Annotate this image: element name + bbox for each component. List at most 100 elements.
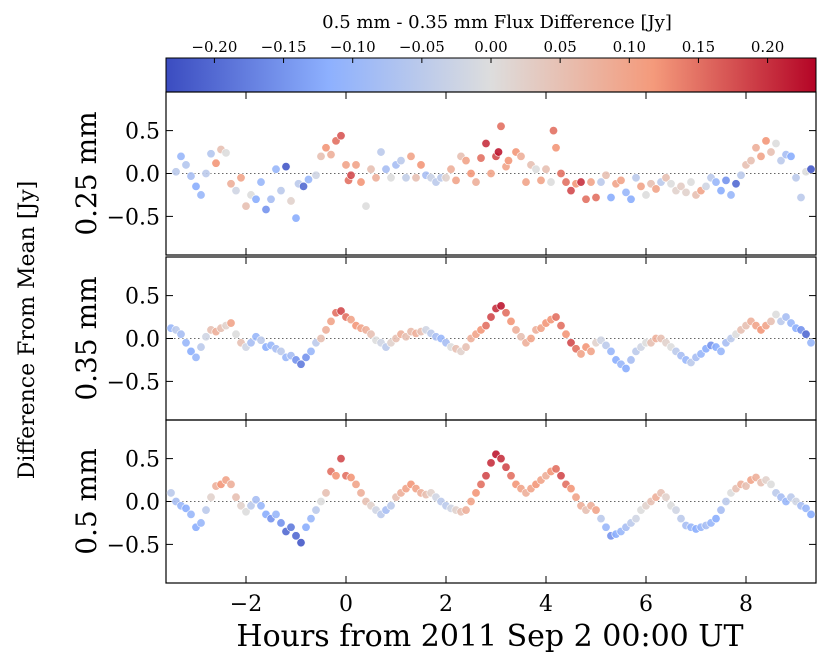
colorbar-tick-label: −0.15 bbox=[261, 38, 307, 56]
data-point bbox=[231, 186, 241, 196]
data-point bbox=[316, 496, 326, 506]
data-point bbox=[371, 173, 381, 183]
data-point bbox=[296, 359, 306, 369]
data-point bbox=[476, 153, 486, 163]
data-point bbox=[636, 181, 646, 191]
data-point bbox=[776, 156, 786, 166]
data-point bbox=[661, 492, 671, 502]
colorbar-ticks: −0.20 −0.15 −0.10 −0.05 0.00 0.05 0.10 0.15 0.20 bbox=[191, 38, 784, 63]
data-point bbox=[736, 170, 746, 180]
data-point bbox=[321, 143, 331, 153]
data-point bbox=[211, 158, 221, 168]
colorbar-label: 0.5 mm - 0.35 mm Flux Difference [Jy] bbox=[322, 12, 672, 33]
data-point bbox=[751, 143, 761, 153]
data-point bbox=[546, 177, 556, 187]
data-point bbox=[506, 316, 516, 326]
panel-3: −0.5 0.0 0.5 0.5 mm bbox=[70, 419, 817, 584]
data-point bbox=[306, 346, 316, 356]
data-point bbox=[366, 164, 376, 174]
x-tick-labels: −2 0 2 4 6 8 bbox=[230, 592, 753, 617]
data-point bbox=[331, 471, 341, 481]
data-point bbox=[556, 169, 566, 179]
data-point bbox=[791, 173, 801, 183]
data-point bbox=[306, 514, 316, 524]
data-point bbox=[566, 338, 576, 348]
data-point bbox=[566, 186, 576, 196]
data-point bbox=[486, 458, 496, 468]
data-point bbox=[321, 325, 331, 335]
data-point bbox=[666, 179, 676, 189]
colorbar-tick-label: −0.20 bbox=[191, 38, 237, 56]
data-point bbox=[661, 173, 671, 183]
data-point bbox=[341, 160, 351, 170]
data-point bbox=[481, 471, 491, 481]
data-point bbox=[536, 175, 546, 185]
data-point bbox=[641, 190, 651, 200]
panel-1: −0.5 0.0 0.5 0.25 mm bbox=[70, 91, 817, 256]
data-point bbox=[336, 306, 346, 316]
x-tick-label: 4 bbox=[539, 592, 553, 617]
data-point bbox=[291, 531, 301, 541]
data-point bbox=[726, 190, 736, 200]
data-point bbox=[301, 352, 311, 362]
data-point bbox=[336, 131, 346, 141]
data-point bbox=[601, 170, 611, 180]
data-point bbox=[246, 338, 256, 348]
data-point bbox=[166, 488, 176, 498]
panel-2: −0.5 0.0 0.5 0.35 mm bbox=[70, 256, 817, 421]
data-point bbox=[471, 177, 481, 187]
data-point bbox=[601, 340, 611, 350]
data-point bbox=[176, 151, 186, 161]
data-point bbox=[366, 329, 376, 339]
data-point bbox=[346, 315, 356, 325]
data-point bbox=[576, 177, 586, 187]
data-point bbox=[466, 169, 476, 179]
data-point bbox=[446, 164, 456, 174]
data-point bbox=[326, 316, 336, 326]
data-point bbox=[801, 329, 811, 339]
data-point bbox=[251, 495, 261, 505]
data-point bbox=[406, 151, 416, 161]
colorbar bbox=[165, 57, 817, 93]
data-point bbox=[316, 151, 326, 161]
data-point bbox=[416, 160, 426, 170]
data-point bbox=[441, 173, 451, 183]
data-point bbox=[806, 164, 816, 174]
x-tick-label: 0 bbox=[339, 592, 353, 617]
data-point bbox=[226, 479, 236, 489]
data-point bbox=[236, 501, 246, 511]
data-point bbox=[461, 342, 471, 352]
data-point bbox=[601, 522, 611, 532]
data-point bbox=[526, 333, 536, 343]
data-point bbox=[176, 329, 186, 339]
data-point bbox=[496, 121, 506, 131]
x-tick-label: −2 bbox=[230, 592, 262, 617]
data-point bbox=[261, 205, 271, 215]
data-point bbox=[346, 472, 356, 482]
data-point bbox=[466, 496, 476, 506]
y-tick-label: 0.0 bbox=[125, 163, 160, 188]
data-point bbox=[516, 332, 526, 342]
data-point bbox=[766, 316, 776, 326]
data-point bbox=[298, 181, 308, 191]
data-point bbox=[196, 190, 206, 200]
data-point bbox=[336, 454, 346, 464]
data-point bbox=[476, 479, 486, 489]
data-point bbox=[481, 138, 491, 148]
data-point bbox=[386, 173, 396, 183]
data-point bbox=[311, 505, 321, 515]
panels: −0.50.00.50.25 mm−0.50.00.50.35 mm−0.50.… bbox=[70, 91, 817, 584]
data-point bbox=[711, 177, 721, 187]
data-point bbox=[181, 338, 191, 348]
data-point bbox=[381, 164, 391, 174]
data-point bbox=[591, 193, 601, 203]
data-point bbox=[281, 162, 291, 172]
data-point bbox=[556, 321, 566, 331]
data-point bbox=[461, 505, 471, 515]
data-point bbox=[171, 167, 181, 177]
data-point bbox=[303, 175, 313, 185]
data-point bbox=[186, 509, 196, 519]
data-point bbox=[686, 177, 696, 187]
data-point bbox=[616, 175, 626, 185]
data-point bbox=[596, 177, 606, 187]
